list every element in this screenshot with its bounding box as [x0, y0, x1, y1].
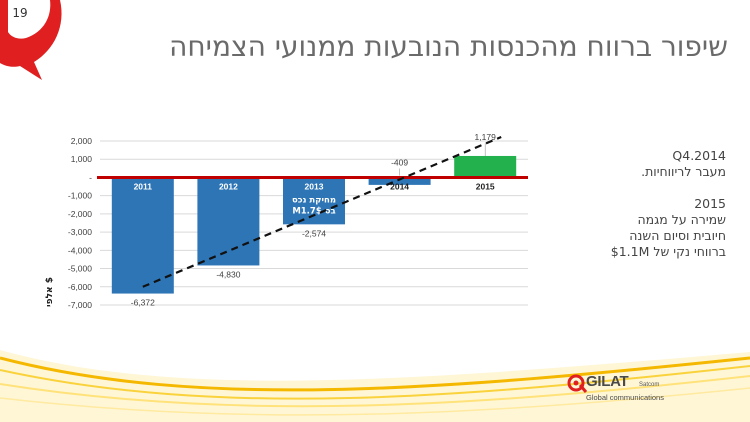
slide-number: 19 — [12, 6, 28, 20]
year-2015-line: חיובית וסיום השנה — [629, 228, 726, 243]
trend-line — [142, 135, 502, 288]
bar-2012 — [197, 177, 260, 266]
y-tick-label: 2,000 — [71, 136, 93, 146]
slide-title: שיפור ברווח מהכנסות הנובעות ממנועי הצמיח… — [169, 30, 728, 63]
category-label: 2013 — [305, 181, 324, 191]
q4-line: מעבר לריווחיות. — [641, 164, 726, 179]
y-tick-label: -6,000 — [68, 282, 92, 292]
value-label: -6,372 — [131, 298, 155, 308]
value-label: -2,574 — [302, 228, 326, 238]
gilat-logo: GILAT Satcom Global communications — [566, 372, 666, 412]
y-tick-label: -2,000 — [68, 209, 92, 219]
y-tick-label: -1,000 — [68, 191, 92, 201]
gilat-logo-icon — [567, 374, 588, 393]
year-2015-line: שמירה על מגמה — [637, 212, 726, 227]
year-2015-title: 2015 — [694, 196, 726, 211]
y-tick-label: -5,000 — [68, 264, 92, 274]
logo-sub: Satcom — [639, 382, 660, 388]
category-label: 2014 — [390, 181, 409, 191]
y-axis-title: אלפי $ — [45, 277, 55, 307]
y-tick-label: -7,000 — [68, 300, 92, 310]
y-tick-label: - — [89, 172, 92, 182]
y-tick-label: -4,000 — [68, 245, 92, 255]
value-label: -4,830 — [216, 269, 240, 279]
y-tick-label: -3,000 — [68, 227, 92, 237]
bar-2014 — [368, 177, 431, 185]
bar-annotation-line: מחיקת נכס — [292, 195, 336, 205]
q4-title: Q4.2014 — [672, 148, 726, 163]
value-label: 1,179 — [475, 132, 497, 142]
y-tick-label: 1,000 — [71, 154, 93, 164]
logo-brand: GILAT — [586, 373, 629, 390]
corner-decoration — [0, 0, 62, 80]
bar-2011 — [111, 177, 174, 294]
category-label: 2011 — [134, 181, 153, 191]
bar-annotation-line: בס $M1.7 — [292, 206, 335, 216]
decorative-swoosh — [0, 350, 750, 422]
bar-2013 — [283, 177, 345, 225]
q4-text: מעבר לריווחיות. — [641, 164, 726, 180]
bar-2015 — [454, 155, 517, 178]
category-label: 2012 — [219, 181, 238, 191]
logo-tagline: Global communications — [586, 393, 664, 402]
year-2015-line: ברווחי נקי של $1.1M — [610, 244, 726, 259]
category-label: 2015 — [476, 181, 495, 191]
year-2015-text: שמירה על מגמה חיובית וסיום השנה ברווחי נ… — [611, 212, 726, 260]
value-label: -409 — [391, 157, 408, 167]
